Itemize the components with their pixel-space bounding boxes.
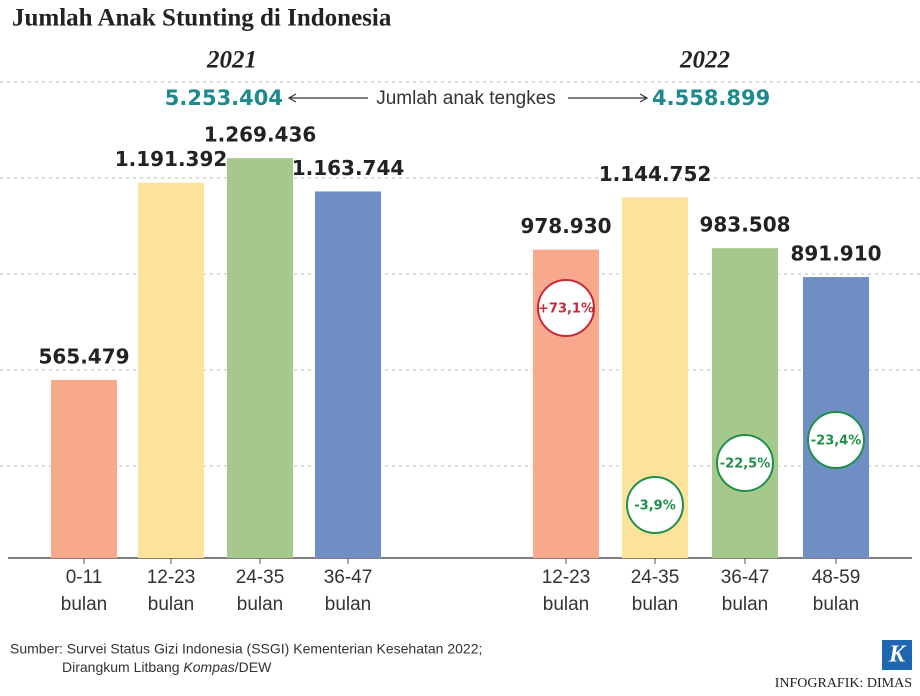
x-tick-label: 36-47 bulan [720,567,770,615]
x-tick-label-box: 36-47 bulan [323,567,373,615]
value-label: 565.479 [38,344,129,368]
x-tick-label: 0-11 bulan [60,567,108,615]
x-tick-label: 12-23 bulan [541,567,591,615]
value-label: 983.508 [699,213,790,237]
x-tick-label-box: 12-23 bulan [146,567,196,615]
change-label: -3,9% [634,499,675,514]
x-tick-label-box: 24-35 bulan [235,567,285,615]
change-label: +73,1% [538,302,594,317]
bar [315,191,381,558]
bar [51,379,117,558]
total-2021: 5.253.404 [165,86,283,110]
source-part: Dirangkum Litbang [62,659,183,675]
change-label: -23,4% [811,434,862,449]
chart-title: Jumlah Anak Stunting di Indonesia [12,5,392,32]
value-label: 1.144.752 [599,162,712,186]
x-tick-label-box: 12-23 bulan [541,567,591,615]
logo: K [888,642,907,668]
change-label: -22,5% [720,457,771,472]
change-badge [807,411,865,469]
change-badge [716,434,774,492]
x-tick-label: 12-23 bulan [146,567,196,615]
source: Dirangkum Litbang Kompas/DEW [62,659,272,675]
value-label: 891.910 [790,242,881,266]
arrows [287,93,649,103]
x-tick-label-box: 48-59 bulan [811,567,861,615]
bar [712,248,778,558]
total-2022: 4.558.899 [652,86,770,110]
value-label: 1.163.744 [292,156,405,180]
x-tick-label-box: 0-11 bulan [60,567,108,615]
x-tick-label-box: 24-35 bulan [630,567,680,615]
x-tick-label: 24-35 bulan [630,567,680,615]
total-band [180,84,770,112]
logo-box [882,640,912,670]
x-tick-label: 48-59 bulan [811,567,861,615]
year-label: 2022 [679,47,730,74]
source-part: /DEW [235,659,272,675]
source: Sumber: Survei Status Gizi Indonesia (SS… [10,641,482,657]
change-badge [537,279,595,337]
x-tick-label: 36-47 bulan [323,567,373,615]
value-label: 1.191.392 [115,147,228,171]
x-tick-label-box: 36-47 bulan [720,567,770,615]
change-badge [626,476,684,534]
source-part: Kompas [183,659,234,675]
value-label: 978.930 [520,214,611,238]
credit: INFOGRAFIK: DIMAS [775,676,912,691]
year-label: 2021 [206,47,257,74]
bar [138,182,204,558]
value-label: 1.269.436 [204,123,317,147]
bar [227,158,293,558]
annotation: Jumlah anak tengkes [376,88,556,109]
x-tick-label: 24-35 bulan [235,567,285,615]
